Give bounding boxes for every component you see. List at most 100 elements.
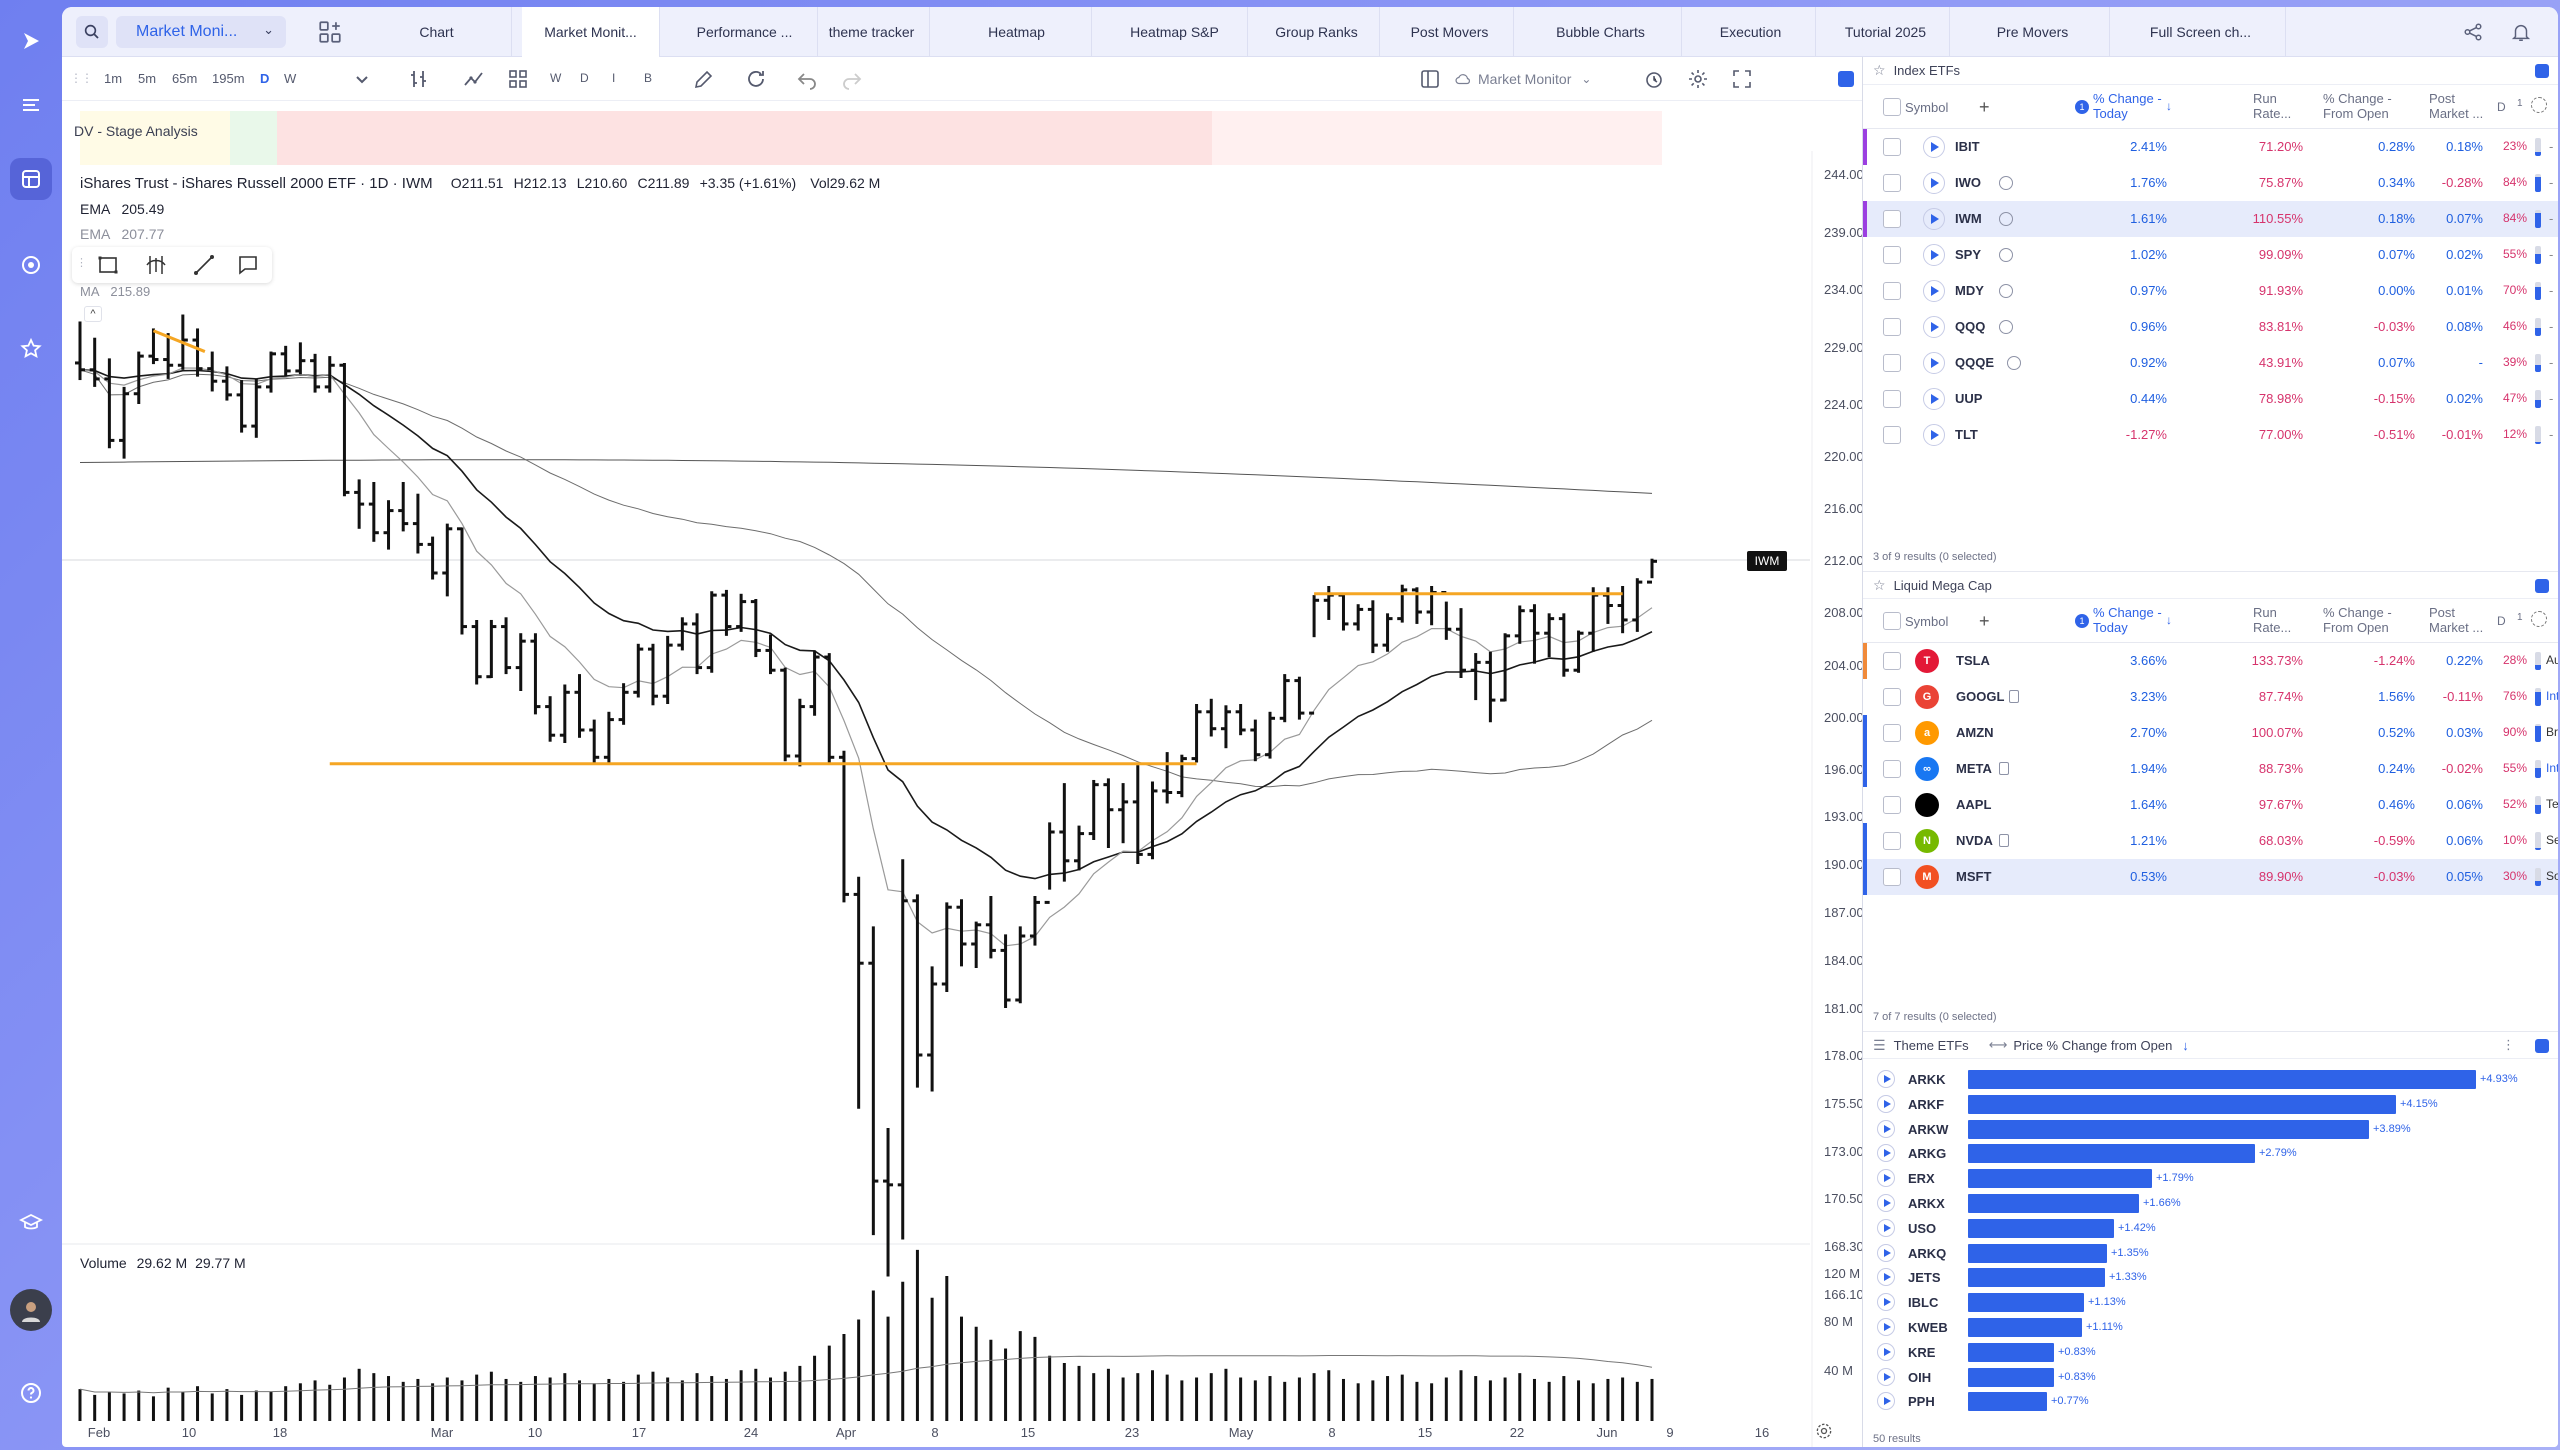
theme-row[interactable]: ARKF +4.15% (1863, 1092, 2558, 1117)
play-icon[interactable] (1877, 1144, 1895, 1163)
legend-title[interactable]: iShares Trust - iShares Russell 2000 ETF… (80, 175, 433, 192)
row-symbol[interactable]: TSLA (1956, 653, 1990, 668)
theme-row[interactable]: KWEB +1.11% (1863, 1315, 2558, 1340)
row-checkbox[interactable] (1883, 282, 1901, 300)
header-change-open[interactable]: % Change - From Open (2323, 605, 2392, 635)
play-icon[interactable] (1923, 136, 1945, 158)
table-row[interactable]: TLT -1.27% 77.00% -0.51% -0.01% 12% - (1863, 417, 2558, 453)
ohlc-bar[interactable] (89, 337, 100, 387)
ohlc-bar[interactable] (119, 386, 130, 459)
row-checkbox[interactable] (1883, 318, 1901, 336)
tab-8[interactable]: Bubble Charts (1520, 7, 1682, 57)
ohlc-bar[interactable] (1250, 719, 1261, 762)
interval-5m[interactable]: 5m (138, 71, 157, 86)
ohlc-bar[interactable] (1558, 613, 1569, 677)
ohlc-bar[interactable] (280, 345, 291, 377)
ohlc-bar[interactable] (456, 527, 467, 635)
tab-5[interactable]: Heatmap S&P (1102, 7, 1248, 57)
ohlc-bar[interactable] (559, 684, 570, 744)
ma-legend[interactable]: MA 215.89 (80, 284, 150, 299)
ohlc-bar[interactable] (1220, 705, 1231, 749)
ohlc-bar[interactable] (530, 633, 541, 715)
theme-symbol[interactable]: ARKG (1908, 1146, 1947, 1162)
table-row[interactable]: UUP 0.44% 78.98% -0.15% 0.02% 47% - (1863, 381, 2558, 417)
ohlc-bar[interactable] (1294, 676, 1305, 720)
theme-bar[interactable] (1968, 1293, 2084, 1313)
play-icon[interactable] (1877, 1070, 1895, 1088)
tab-1[interactable]: Market Monit... (522, 7, 660, 57)
fib-tool-icon[interactable] (144, 253, 168, 277)
ohlc-bar[interactable] (706, 591, 717, 673)
ohlc-bar[interactable] (633, 643, 644, 698)
ohlc-bar[interactable] (501, 617, 512, 675)
theme-bar[interactable] (1968, 1392, 2047, 1412)
theme-symbol[interactable]: OIH (1908, 1369, 1932, 1385)
pencil-icon[interactable] (692, 67, 716, 91)
play-icon[interactable] (1877, 1342, 1895, 1361)
table-row[interactable]: SPY 1.02% 99.09% 0.07% 0.02% 55% - (1863, 237, 2558, 273)
star-icon[interactable]: ☆ (1873, 62, 1886, 78)
row-checkbox[interactable] (1883, 210, 1901, 228)
ohlc-bar[interactable] (1191, 704, 1202, 763)
ohlc-bar[interactable] (1441, 591, 1452, 640)
row-checkbox[interactable] (1883, 796, 1901, 814)
row-symbol[interactable]: AMZN (1956, 725, 1994, 740)
theme-row[interactable]: JETS +1.33% (1863, 1265, 2558, 1290)
layout-selector[interactable]: Market Moni... ⌄ (116, 16, 286, 48)
play-icon[interactable] (1877, 1268, 1895, 1287)
ohlc-bar[interactable] (1235, 704, 1246, 736)
ohlc-bar[interactable] (883, 1127, 894, 1277)
theme-symbol[interactable]: KRE (1908, 1344, 1936, 1360)
ohlc-bar[interactable] (471, 619, 482, 685)
ohlc-bar[interactable] (192, 328, 203, 377)
play-icon[interactable] (1923, 424, 1945, 446)
user-avatar[interactable] (10, 1289, 52, 1331)
ohlc-bar[interactable] (868, 926, 879, 1236)
theme-symbol[interactable]: USO (1908, 1220, 1937, 1236)
note-tool-icon[interactable] (236, 253, 260, 277)
play-icon[interactable] (1923, 316, 1945, 338)
interval-195m[interactable]: 195m (212, 71, 245, 86)
ohlc-bar[interactable] (1338, 592, 1349, 631)
header-run-rate[interactable]: Run Rate... (2253, 605, 2292, 635)
row-checkbox[interactable] (1883, 760, 1901, 778)
theme-symbol[interactable]: KWEB (1908, 1320, 1948, 1335)
header-change-open[interactable]: % Change - From Open (2323, 91, 2392, 121)
ohlc-bar[interactable] (486, 619, 497, 679)
holdings-icon[interactable] (1999, 248, 2013, 262)
play-icon[interactable] (1877, 1392, 1895, 1411)
table-row[interactable]: T TSLA 3.66% 133.73% -1.24% 0.22% 28% Autom (1863, 643, 2558, 679)
ohlc-bar[interactable] (324, 356, 335, 393)
holdings-icon[interactable] (1999, 212, 2013, 226)
ohlc-bar[interactable] (1456, 608, 1467, 678)
trendline-tool-icon[interactable] (192, 253, 216, 277)
ohlc-bar[interactable] (662, 635, 673, 704)
row-symbol[interactable]: MDY (1955, 283, 1984, 298)
header-post-market[interactable]: Post Market ... (2429, 605, 2484, 635)
theme-bar[interactable] (1968, 1318, 2082, 1337)
rectangle-tool-icon[interactable] (96, 253, 120, 277)
ohlc-bar[interactable] (1632, 578, 1643, 632)
ohlc-bar[interactable] (736, 593, 747, 632)
ohlc-bar[interactable] (427, 536, 438, 580)
table-row[interactable]: G GOOGL 3.23% 87.74% 1.56% -0.11% 76% Intera (1863, 679, 2558, 715)
ohlc-bar[interactable] (618, 683, 629, 725)
holdings-icon[interactable] (1999, 320, 2013, 334)
tab-3[interactable]: theme tracker (814, 7, 930, 57)
ohlc-bar[interactable] (603, 711, 614, 763)
ohlc-bar[interactable] (515, 633, 526, 691)
bartype-D-1[interactable]: D (580, 71, 589, 85)
row-checkbox[interactable] (1883, 390, 1901, 408)
interval-1m[interactable]: 1m (104, 71, 123, 86)
row-checkbox[interactable] (1883, 868, 1901, 886)
panels-icon[interactable] (1418, 67, 1442, 91)
add-widget-icon[interactable] (317, 19, 343, 45)
ohlc-bar[interactable] (265, 351, 276, 393)
row-symbol[interactable]: NVDA (1956, 833, 1993, 848)
ohlc-bar[interactable] (838, 750, 849, 903)
price-chart-svg[interactable]: 244.00 239.00 234.00 229.00 224.00 220.00 216.… (62, 101, 1864, 1447)
row-checkbox[interactable] (1883, 138, 1901, 156)
play-icon[interactable] (1877, 1169, 1895, 1188)
row-symbol[interactable]: META (1956, 761, 1992, 776)
drag-handle-icon[interactable]: ⋮ (76, 257, 87, 269)
